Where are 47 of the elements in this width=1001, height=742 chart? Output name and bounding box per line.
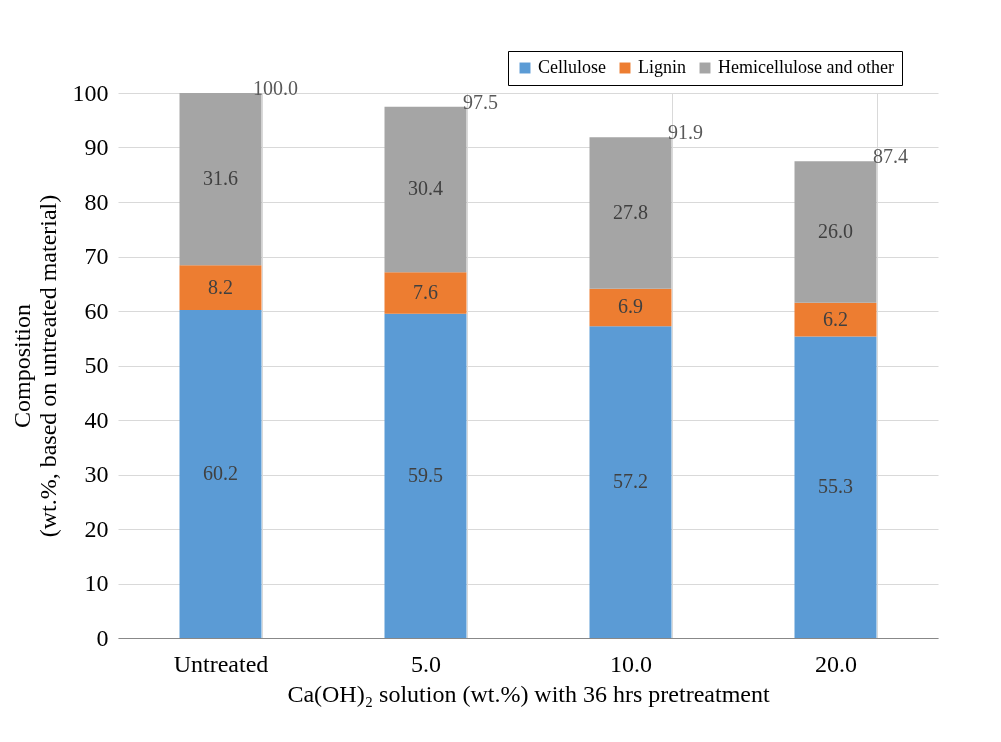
- bar: [794, 302, 877, 337]
- y-tick-label: 90: [84, 134, 109, 160]
- data-label: 30.4: [408, 177, 443, 200]
- y-axis-title: Composition (wt.%, based on untreated material): [8, 194, 61, 538]
- bar: [179, 93, 262, 266]
- y-tick-label: 10: [84, 570, 109, 596]
- total-label: 87.4: [873, 145, 908, 168]
- total-label: 100.0: [253, 77, 298, 99]
- data-label: 55.3: [818, 475, 853, 498]
- data-label: 7.6: [413, 281, 438, 304]
- data-label: 6.2: [823, 307, 848, 330]
- y-tick-label: 100: [72, 79, 109, 106]
- bar: [589, 326, 672, 638]
- bar: [384, 313, 467, 638]
- y-tick-label: 50: [84, 352, 109, 378]
- y-tick-label: 60: [84, 297, 109, 324]
- y-tick-label: 20: [84, 515, 109, 542]
- legend-label: Hemicellulose and other: [718, 57, 894, 77]
- bar: [794, 336, 877, 638]
- x-tick-label: Untreated: [173, 650, 269, 677]
- bar: [179, 265, 262, 310]
- x-tick-label: 20.0: [815, 650, 857, 677]
- data-label: 26.0: [818, 219, 853, 242]
- data-label: 60.2: [203, 461, 238, 484]
- data-label: 6.9: [618, 295, 643, 318]
- bar: [384, 272, 467, 314]
- y-tick-label: 80: [84, 188, 109, 215]
- legend-label: Lignin: [638, 57, 686, 77]
- y-tick-label: 0: [96, 624, 109, 651]
- data-label: 27.8: [613, 200, 648, 223]
- legend-label: Cellulose: [538, 57, 606, 77]
- x-axis-title: Ca(OH)₂ solution (wt.%) with 36 hrs pretreatment: [287, 680, 770, 707]
- y-tick-label: 70: [84, 243, 109, 269]
- total-label: 91.9: [668, 121, 703, 144]
- data-label: 8.2: [208, 275, 233, 298]
- x-tick-label: 10.0: [610, 650, 652, 677]
- bar: [589, 137, 672, 289]
- total-label: 97.5: [463, 90, 498, 113]
- bar: [179, 309, 262, 638]
- bar: [794, 161, 877, 303]
- bar: [589, 288, 672, 327]
- y-tick-label: 30: [84, 461, 109, 487]
- data-label: 59.5: [408, 463, 443, 486]
- x-tick-label: 5.0: [411, 650, 441, 677]
- y-tick-label: 40: [84, 406, 109, 433]
- data-label: 57.2: [613, 470, 648, 493]
- data-label: 31.6: [203, 167, 238, 190]
